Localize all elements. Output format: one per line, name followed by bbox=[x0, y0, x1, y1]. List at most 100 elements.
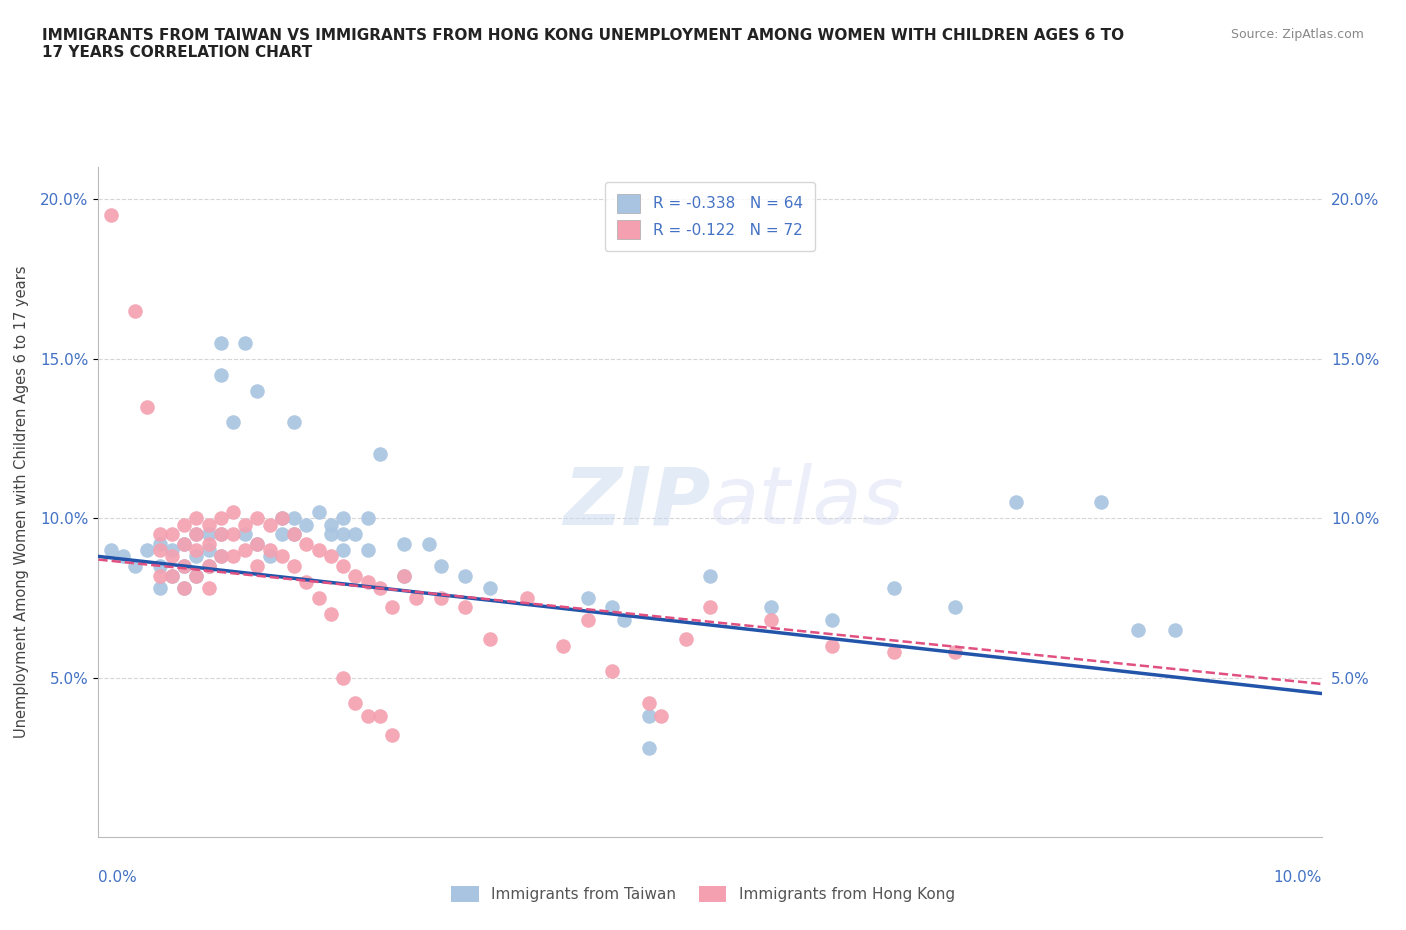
Point bbox=[405, 591, 427, 605]
Point bbox=[149, 526, 172, 541]
Point bbox=[1128, 622, 1150, 637]
Point bbox=[430, 559, 453, 574]
Point bbox=[197, 517, 219, 532]
Point bbox=[160, 568, 183, 583]
Point bbox=[197, 559, 219, 574]
Point bbox=[173, 559, 195, 574]
Point bbox=[332, 671, 354, 685]
Point bbox=[209, 336, 232, 351]
Point bbox=[356, 511, 378, 525]
Point bbox=[392, 537, 416, 551]
Point bbox=[186, 511, 208, 525]
Point bbox=[186, 568, 208, 583]
Point bbox=[368, 709, 391, 724]
Point bbox=[222, 504, 245, 519]
Point bbox=[381, 727, 404, 742]
Point bbox=[344, 568, 367, 583]
Point bbox=[637, 740, 661, 755]
Text: 10.0%: 10.0% bbox=[1274, 870, 1322, 884]
Point bbox=[381, 600, 404, 615]
Point bbox=[295, 537, 318, 551]
Point bbox=[233, 336, 256, 351]
Point bbox=[478, 581, 501, 596]
Point bbox=[160, 549, 183, 564]
Point bbox=[197, 537, 219, 551]
Point bbox=[173, 581, 195, 596]
Point bbox=[186, 526, 208, 541]
Point bbox=[295, 575, 318, 590]
Point bbox=[368, 447, 391, 462]
Point bbox=[699, 568, 721, 583]
Point bbox=[650, 709, 672, 724]
Point bbox=[136, 399, 159, 414]
Point bbox=[186, 568, 208, 583]
Point bbox=[149, 559, 172, 574]
Point bbox=[197, 559, 219, 574]
Point bbox=[883, 644, 905, 659]
Point bbox=[883, 581, 905, 596]
Point bbox=[308, 504, 330, 519]
Point bbox=[295, 517, 318, 532]
Point bbox=[1164, 622, 1187, 637]
Text: IMMIGRANTS FROM TAIWAN VS IMMIGRANTS FROM HONG KONG UNEMPLOYMENT AMONG WOMEN WIT: IMMIGRANTS FROM TAIWAN VS IMMIGRANTS FRO… bbox=[42, 28, 1125, 60]
Point bbox=[186, 549, 208, 564]
Point bbox=[430, 591, 453, 605]
Text: Source: ZipAtlas.com: Source: ZipAtlas.com bbox=[1230, 28, 1364, 41]
Point bbox=[319, 517, 342, 532]
Point bbox=[197, 526, 219, 541]
Point bbox=[283, 559, 305, 574]
Point bbox=[222, 526, 245, 541]
Point bbox=[637, 696, 661, 711]
Point bbox=[173, 537, 195, 551]
Point bbox=[233, 517, 256, 532]
Point bbox=[356, 542, 378, 557]
Point bbox=[136, 542, 159, 557]
Point bbox=[160, 542, 183, 557]
Point bbox=[637, 709, 661, 724]
Point bbox=[160, 526, 183, 541]
Point bbox=[356, 575, 378, 590]
Point bbox=[270, 511, 292, 525]
Point bbox=[332, 542, 354, 557]
Point bbox=[186, 542, 208, 557]
Point bbox=[821, 613, 844, 628]
Point bbox=[344, 526, 367, 541]
Point bbox=[173, 581, 195, 596]
Point bbox=[259, 542, 281, 557]
Point bbox=[209, 549, 232, 564]
Point bbox=[246, 537, 269, 551]
Point bbox=[392, 568, 416, 583]
Point bbox=[600, 600, 623, 615]
Point bbox=[576, 591, 599, 605]
Point bbox=[209, 367, 232, 382]
Point bbox=[308, 591, 330, 605]
Point bbox=[270, 549, 292, 564]
Point bbox=[209, 526, 232, 541]
Point bbox=[332, 526, 354, 541]
Point bbox=[576, 613, 599, 628]
Point bbox=[149, 542, 172, 557]
Text: 0.0%: 0.0% bbox=[98, 870, 138, 884]
Point bbox=[259, 517, 281, 532]
Point bbox=[553, 638, 575, 653]
Point bbox=[160, 568, 183, 583]
Point bbox=[173, 537, 195, 551]
Point bbox=[111, 549, 134, 564]
Point bbox=[516, 591, 538, 605]
Point bbox=[454, 568, 477, 583]
Legend: Immigrants from Taiwan, Immigrants from Hong Kong: Immigrants from Taiwan, Immigrants from … bbox=[446, 880, 960, 909]
Point bbox=[308, 542, 330, 557]
Text: ZIP: ZIP bbox=[562, 463, 710, 541]
Point bbox=[283, 526, 305, 541]
Point bbox=[173, 559, 195, 574]
Point bbox=[149, 568, 172, 583]
Point bbox=[233, 526, 256, 541]
Point bbox=[270, 526, 292, 541]
Text: atlas: atlas bbox=[710, 463, 905, 541]
Point bbox=[222, 549, 245, 564]
Point bbox=[209, 526, 232, 541]
Point bbox=[246, 511, 269, 525]
Legend: R = -0.338   N = 64, R = -0.122   N = 72: R = -0.338 N = 64, R = -0.122 N = 72 bbox=[605, 181, 815, 251]
Point bbox=[699, 600, 721, 615]
Point bbox=[319, 606, 342, 621]
